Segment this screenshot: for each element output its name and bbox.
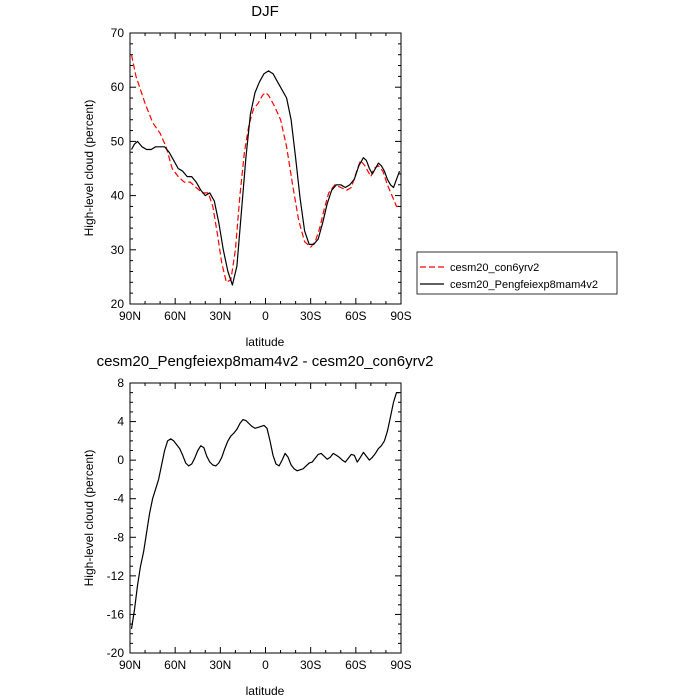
y-tick-label: 4 bbox=[117, 415, 124, 429]
y-tick-label: -12 bbox=[107, 569, 125, 583]
series-line-cesm20_Pengfeiexp8mam4v2 bbox=[130, 70, 401, 286]
y-tick-label: -8 bbox=[113, 530, 124, 544]
series-line-cesm20_con6yrv2 bbox=[130, 54, 400, 283]
x-tick-label: 60S bbox=[345, 309, 366, 323]
y-tick-label: 60 bbox=[111, 80, 125, 94]
x-tick-label: 30N bbox=[209, 658, 231, 672]
y-tick-label: 8 bbox=[117, 376, 124, 390]
x-tick-label: 90N bbox=[119, 309, 141, 323]
x-tick-label: 30S bbox=[300, 309, 321, 323]
bottom-plot-area: 90N 60N 30N 0 30S 60S 90S -20 -16 -12 -8 -4 0 4 8 bbox=[107, 376, 412, 672]
x-tick-label: 60S bbox=[345, 658, 366, 672]
x-tick-label: 60N bbox=[164, 658, 186, 672]
x-tick-label: 0 bbox=[262, 658, 269, 672]
top-x-axis-title: latitude bbox=[246, 335, 285, 349]
y-tick-label: -16 bbox=[107, 607, 125, 621]
x-tick-label: 90S bbox=[390, 309, 411, 323]
bottom-plot-frame bbox=[129, 382, 402, 654]
y-tick-label: 30 bbox=[111, 243, 125, 257]
legend: cesm20_con6yrv2 cesm20_Pengfeiexp8mam4v2 bbox=[416, 251, 618, 295]
top-plot-frame bbox=[129, 32, 402, 305]
x-tick-label: 90N bbox=[119, 658, 141, 672]
x-tick-label: 30N bbox=[209, 309, 231, 323]
y-tick-label: 20 bbox=[111, 297, 125, 311]
legend-label-pengfei: cesm20_Pengfeiexp8mam4v2 bbox=[450, 279, 598, 291]
legend-box bbox=[416, 251, 618, 295]
top-panel: DJF latitude High-level cloud (percent) … bbox=[82, 3, 412, 349]
legend-label-con6yrv2: cesm20_con6yrv2 bbox=[450, 262, 539, 274]
y-tick-label: 50 bbox=[111, 134, 125, 148]
x-tick-label: 90S bbox=[390, 658, 411, 672]
x-tick-label: 0 bbox=[262, 309, 269, 323]
top-plot-title: DJF bbox=[251, 3, 279, 20]
series-line-panel1-series0 bbox=[130, 392, 400, 629]
bottom-y-axis-title: High-level cloud (percent) bbox=[82, 450, 96, 587]
y-tick-label: -4 bbox=[113, 492, 124, 506]
top-plot-area: 90N 60N 30N 0 30S 60S 90S 20 30 40 50 60 70 bbox=[111, 26, 412, 323]
y-tick-label: 40 bbox=[111, 189, 125, 203]
y-tick-label: 0 bbox=[117, 453, 124, 467]
bottom-x-axis-title: latitude bbox=[246, 684, 285, 698]
y-tick-label: -20 bbox=[107, 646, 125, 660]
y-tick-label: 70 bbox=[111, 26, 125, 40]
bottom-plot-title: cesm20_Pengfeiexp8mam4v2 - cesm20_con6yr… bbox=[97, 353, 434, 370]
bottom-panel: cesm20_Pengfeiexp8mam4v2 - cesm20_con6yr… bbox=[82, 353, 433, 698]
x-tick-label: 30S bbox=[300, 658, 321, 672]
x-tick-label: 60N bbox=[164, 309, 186, 323]
top-y-axis-title: High-level cloud (percent) bbox=[82, 100, 96, 237]
